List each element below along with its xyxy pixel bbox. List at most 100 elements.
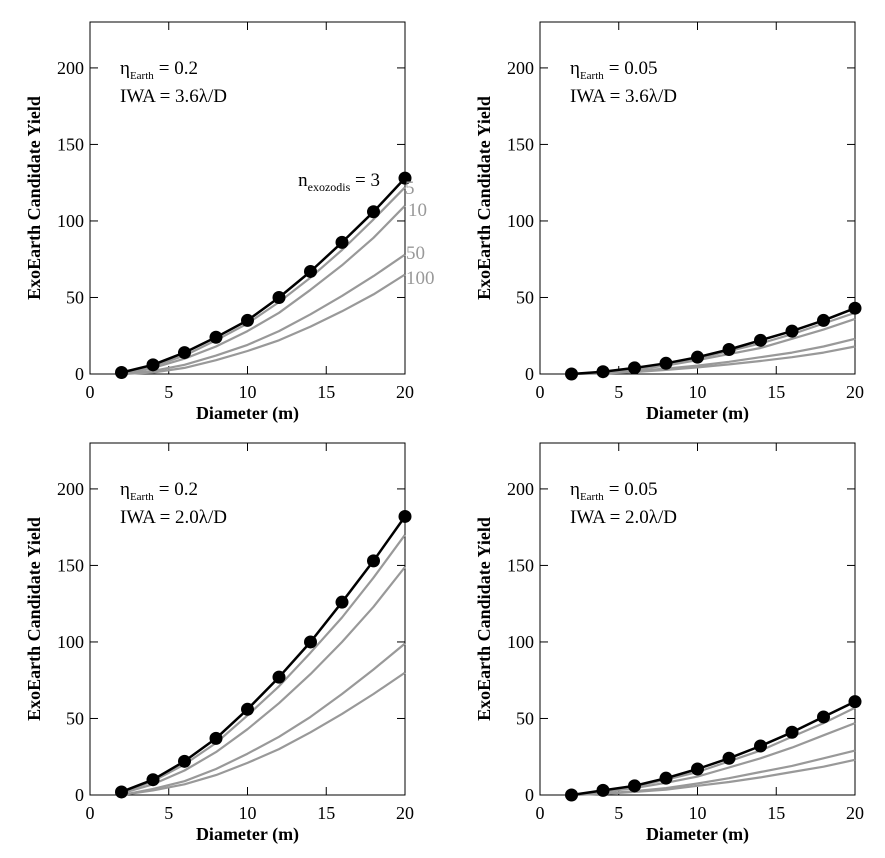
x-tick-label: 15 bbox=[767, 382, 785, 402]
series-line bbox=[121, 642, 406, 797]
series-line bbox=[121, 273, 406, 376]
y-tick-label: 200 bbox=[57, 58, 84, 78]
eta-annotation: ηEarth = 0.2 bbox=[120, 58, 198, 82]
series-label-part: = 3 bbox=[350, 170, 380, 191]
iwa-annotation: IWA = 2.0λ/D bbox=[120, 507, 227, 528]
y-axis-label: ExoEarth Candidate Yield bbox=[24, 517, 44, 721]
data-point bbox=[115, 785, 128, 799]
y-axis-label: ExoEarth Candidate Yield bbox=[474, 96, 494, 300]
x-tick-label: 5 bbox=[164, 382, 173, 402]
eta-subscript: Earth bbox=[130, 491, 154, 503]
x-tick-label: 15 bbox=[317, 803, 335, 823]
series-label: 100 bbox=[406, 268, 435, 289]
iwa-annotation: IWA = 2.0λ/D bbox=[570, 507, 677, 528]
x-axis-label: Diameter (m) bbox=[196, 824, 299, 845]
x-tick-label: 10 bbox=[239, 382, 257, 402]
data-point bbox=[848, 301, 862, 315]
iwa-annotation: IWA = 3.6λ/D bbox=[570, 86, 677, 107]
eta-annotation: ηEarth = 0.2 bbox=[120, 479, 198, 503]
eta-symbol: η bbox=[120, 479, 130, 500]
data-point bbox=[817, 313, 830, 327]
eta-value: = 0.05 bbox=[609, 479, 658, 500]
x-tick-label: 0 bbox=[536, 803, 545, 823]
y-tick-label: 150 bbox=[57, 134, 84, 154]
eta-symbol: η bbox=[120, 58, 130, 79]
eta-value: = 0.2 bbox=[159, 479, 198, 500]
data-point bbox=[335, 235, 349, 249]
series-line bbox=[571, 307, 856, 376]
data-point bbox=[628, 779, 641, 793]
data-point bbox=[596, 365, 610, 379]
x-tick-label: 20 bbox=[846, 803, 864, 823]
x-tick-label: 0 bbox=[536, 382, 545, 402]
data-point bbox=[628, 361, 641, 375]
series-line bbox=[571, 700, 856, 797]
x-axis-label: Diameter (m) bbox=[196, 403, 299, 424]
y-tick-label: 50 bbox=[516, 708, 534, 728]
x-tick-label: 20 bbox=[396, 803, 414, 823]
data-point bbox=[209, 330, 223, 344]
data-point bbox=[817, 710, 830, 724]
x-tick-label: 5 bbox=[614, 803, 623, 823]
y-tick-label: 150 bbox=[57, 555, 84, 575]
series-label-part: n bbox=[298, 170, 308, 191]
eta-value: = 0.05 bbox=[609, 58, 658, 79]
eta-symbol: η bbox=[570, 479, 580, 500]
y-tick-label: 200 bbox=[507, 479, 534, 499]
data-point bbox=[785, 725, 799, 739]
x-axis-label: Diameter (m) bbox=[646, 824, 749, 845]
data-point bbox=[272, 290, 286, 304]
series-line bbox=[121, 204, 406, 376]
eta-value: = 0.2 bbox=[159, 58, 198, 79]
data-point bbox=[146, 773, 160, 787]
data-point bbox=[272, 670, 286, 684]
x-tick-label: 10 bbox=[239, 803, 257, 823]
y-tick-label: 50 bbox=[516, 287, 534, 307]
x-tick-label: 20 bbox=[396, 382, 414, 402]
x-tick-label: 10 bbox=[689, 382, 707, 402]
y-tick-label: 150 bbox=[507, 555, 534, 575]
data-point bbox=[754, 739, 767, 753]
data-point bbox=[367, 554, 380, 568]
eta-subscript: Earth bbox=[580, 70, 604, 82]
data-point bbox=[241, 313, 254, 327]
data-point bbox=[659, 356, 673, 370]
data-point bbox=[565, 367, 578, 381]
series-label: 10 bbox=[408, 200, 427, 221]
x-tick-label: 0 bbox=[86, 382, 95, 402]
series-line bbox=[121, 671, 406, 797]
series-label-part: exozodis bbox=[308, 180, 351, 194]
y-tick-label: 50 bbox=[66, 287, 84, 307]
data-point bbox=[722, 343, 736, 357]
y-axis-label: ExoEarth Candidate Yield bbox=[474, 517, 494, 721]
series-label-part: 10 bbox=[408, 200, 427, 221]
eta-annotation: ηEarth = 0.05 bbox=[570, 58, 657, 82]
series-label: 50 bbox=[406, 243, 425, 264]
data-point bbox=[335, 595, 349, 609]
y-tick-label: 100 bbox=[57, 211, 84, 231]
series-label: nexozodis = 3 bbox=[298, 170, 380, 194]
series-label-part: 50 bbox=[406, 243, 425, 264]
series-line bbox=[121, 515, 407, 794]
series-line bbox=[121, 186, 406, 374]
y-tick-label: 100 bbox=[507, 211, 534, 231]
series-line bbox=[121, 566, 406, 795]
y-tick-label: 0 bbox=[75, 364, 84, 384]
iwa-annotation: IWA = 3.6λ/D bbox=[120, 86, 227, 107]
series-line bbox=[121, 177, 406, 374]
x-tick-label: 20 bbox=[846, 382, 864, 402]
data-point bbox=[691, 350, 704, 364]
data-point bbox=[659, 771, 673, 785]
data-point bbox=[596, 783, 610, 797]
series-label-part: 5 bbox=[405, 178, 415, 199]
data-point bbox=[304, 635, 317, 649]
data-point bbox=[848, 695, 862, 709]
eta-subscript: Earth bbox=[130, 70, 154, 82]
data-point bbox=[178, 754, 191, 768]
y-tick-label: 50 bbox=[66, 708, 84, 728]
series-line bbox=[571, 345, 856, 376]
series-label-part: 100 bbox=[406, 268, 435, 289]
